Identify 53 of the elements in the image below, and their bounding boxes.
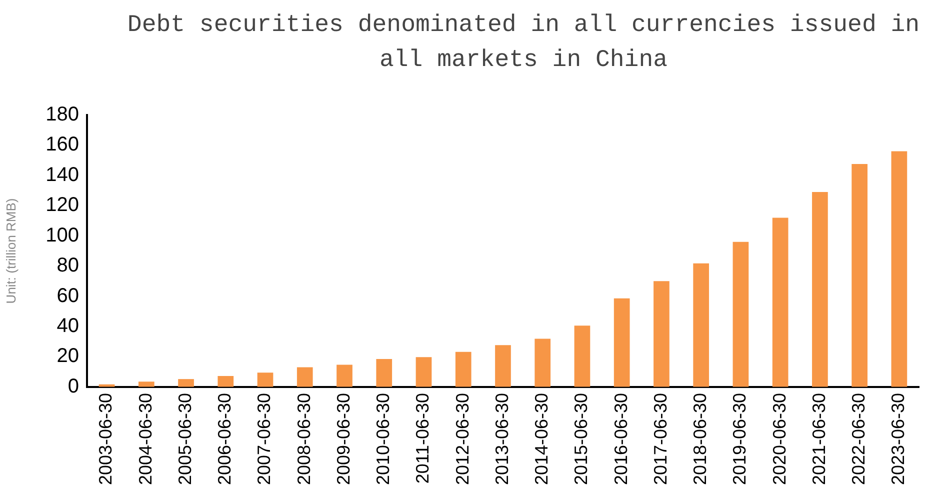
bar bbox=[495, 345, 511, 387]
x-tick-label: 2015-06-30 bbox=[571, 392, 592, 486]
x-tick-label: 2004-06-30 bbox=[135, 392, 156, 486]
bar bbox=[812, 192, 828, 387]
bar bbox=[891, 151, 908, 387]
bar bbox=[416, 357, 432, 387]
x-tick-label: 2017-06-30 bbox=[650, 392, 670, 486]
y-tick-label: 60 bbox=[56, 284, 79, 307]
bar bbox=[138, 382, 154, 387]
chart-title: Debt securities denominated in all currencies issued in all markets in China bbox=[126, 11, 921, 76]
bar bbox=[772, 218, 788, 387]
bar bbox=[614, 298, 630, 387]
bar bbox=[534, 338, 551, 387]
y-tick-label: 80 bbox=[56, 254, 79, 277]
x-tick-label: 2018-06-30 bbox=[690, 392, 710, 486]
bar bbox=[732, 242, 749, 387]
x-tick-label: 2013-06-30 bbox=[492, 392, 512, 486]
y-tick-label: 180 bbox=[46, 104, 79, 126]
x-tick-label: 2009-06-30 bbox=[333, 392, 354, 486]
x-tick-label: 2012-06-30 bbox=[452, 392, 472, 486]
x-tick-label: 2010-06-30 bbox=[373, 392, 394, 486]
x-tick-label: 2006-06-30 bbox=[214, 392, 235, 486]
bar bbox=[654, 281, 670, 387]
x-tick-label: 2023-06-30 bbox=[888, 392, 908, 486]
bar bbox=[336, 364, 352, 387]
x-tick-label: 2016-06-30 bbox=[610, 392, 631, 486]
x-tick-label: 2022-06-30 bbox=[848, 392, 869, 486]
y-tick-label: 40 bbox=[56, 315, 79, 338]
y-tick-label: 160 bbox=[46, 134, 79, 156]
bar bbox=[296, 367, 313, 387]
y-axis-title: Unit: (trillion RMB) bbox=[3, 198, 18, 304]
x-tick-label: 2007-06-30 bbox=[254, 392, 274, 486]
bar bbox=[455, 352, 472, 387]
x-tick-label: 2020-06-30 bbox=[769, 392, 790, 486]
x-tick-label: 2003-06-30 bbox=[96, 392, 116, 486]
x-tick-label: 2014-06-30 bbox=[532, 392, 552, 486]
y-tick-label: 20 bbox=[56, 345, 79, 368]
bar bbox=[178, 379, 194, 387]
bar bbox=[218, 376, 234, 387]
bar bbox=[574, 326, 590, 387]
x-tick-label: 2008-06-30 bbox=[294, 392, 314, 486]
x-tick-label: 2019-06-30 bbox=[730, 392, 750, 486]
y-tick-label: 140 bbox=[46, 164, 79, 186]
x-tick-label: 2011-06-30 bbox=[412, 392, 433, 484]
y-tick-label: 120 bbox=[46, 194, 79, 216]
x-tick-label: 2021-06-30 bbox=[808, 392, 829, 486]
bar bbox=[257, 372, 274, 387]
bar bbox=[376, 358, 392, 387]
bar bbox=[693, 263, 710, 387]
x-tick-label: 2005-06-30 bbox=[174, 392, 195, 486]
y-tick-label: 0 bbox=[68, 375, 79, 398]
y-tick-label: 100 bbox=[46, 224, 79, 246]
bar bbox=[852, 164, 868, 387]
